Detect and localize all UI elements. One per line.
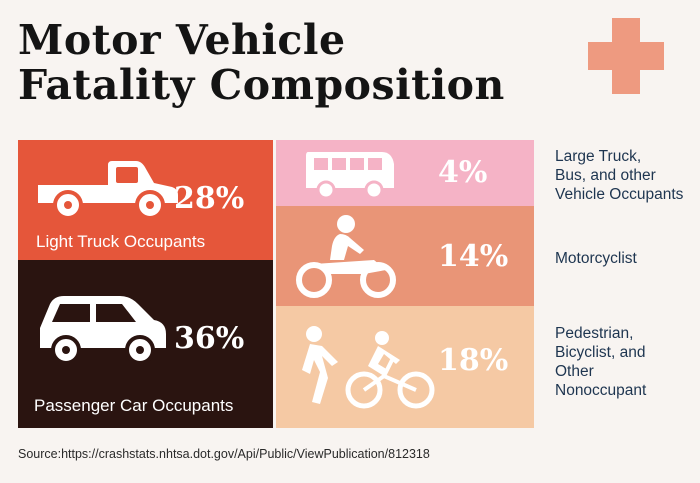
light-truck-percent: 28% <box>174 181 245 216</box>
large-truck-bus-percent: 4% <box>438 155 488 190</box>
light-truck-block: 28% Light Truck Occupants <box>18 140 273 260</box>
title-line-1: Motor Vehicle <box>18 16 346 64</box>
bus-icon <box>306 152 394 200</box>
large-truck-bus-label: Large Truck, Bus, and other Vehicle Occu… <box>555 148 684 203</box>
motorcyclist-percent: 14% <box>438 239 509 274</box>
passenger-car-percent: 36% <box>174 321 245 356</box>
pedestrian-percent: 18% <box>438 343 509 378</box>
pickup-truck-icon <box>38 161 178 219</box>
pedestrian-block: 18% <box>276 306 534 428</box>
source-note: Source:https://crashstats.nhtsa.dot.gov/… <box>18 447 430 461</box>
light-truck-label: Light Truck Occupants <box>36 232 206 251</box>
motorcycle-icon <box>296 215 396 298</box>
motorcyclist-block: 14% <box>276 206 534 306</box>
car-icon <box>40 296 166 365</box>
passenger-car-block: 36% Passenger Car Occupants <box>18 260 273 428</box>
motorcyclist-label: Motorcyclist <box>555 250 637 267</box>
chart-title: Motor Vehicle Fatality Composition <box>18 18 505 108</box>
title-line-2: Fatality Composition <box>18 61 505 109</box>
passenger-car-label: Passenger Car Occupants <box>34 396 234 415</box>
plus-icon <box>588 18 664 94</box>
pedestrian-bicycle-icon <box>302 326 435 409</box>
large-truck-bus-block: 4% <box>276 140 534 206</box>
pedestrian-label: Pedestrian, Bicyclist, and Other Nonoccu… <box>555 325 647 399</box>
